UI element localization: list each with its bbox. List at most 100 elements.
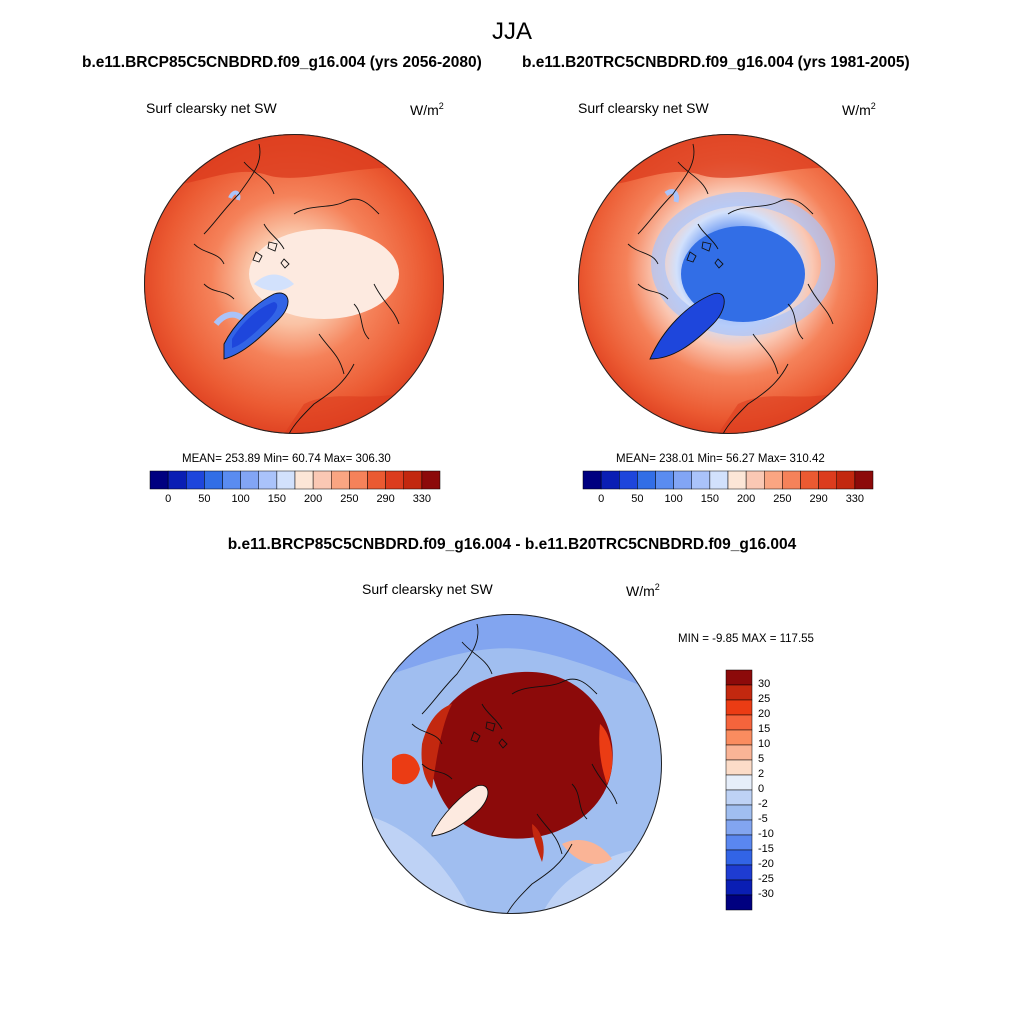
difference-stats: MIN = -9.85 MAX = 117.55 (678, 633, 814, 645)
panel-1-colorbar-swatch-13 (385, 470, 404, 490)
panel-2-colorbar-tick-label: 150 (700, 493, 720, 505)
panel-1-unit-exp: 2 (438, 101, 444, 111)
panel-2-colorbar-swatch-10 (764, 470, 783, 490)
difference-polar-map (362, 614, 662, 914)
panel-2-colorbar-swatch-14 (836, 470, 856, 490)
difference-colorbar-tick-label: -2 (758, 798, 768, 810)
difference-colorbar-swatch-15 (725, 894, 753, 911)
panel-1-colorbar-tick-label: 50 (198, 493, 211, 505)
panel-2-colorbar-swatch-4 (655, 470, 674, 490)
panel-1-colorbar-tick-label: 290 (376, 493, 395, 505)
panel-2-colorbar-swatch-5 (673, 470, 692, 490)
panel-2-colorbar-swatch-2 (619, 470, 638, 490)
difference-colorbar-swatch-8 (725, 789, 753, 806)
difference-colorbar-tick-label: 30 (758, 678, 771, 690)
panel-1-colorbar (149, 470, 441, 490)
difference-colorbar-swatch-11 (725, 834, 753, 851)
panel-2-colorbar-tick-label: 330 (845, 493, 865, 505)
panel-2-polar-map (578, 134, 878, 434)
difference-colorbar-tick-label: 2 (758, 768, 765, 780)
panel-1-colorbar-swatch-3 (204, 470, 223, 490)
difference-colorbar-labels: 30 25 20 15 10 5 2 0 -2 -5 -10 -15 -20 -25 -30 (758, 670, 798, 910)
difference-colorbar-swatch-7 (725, 774, 753, 791)
panel-2-unit-label: W/m2 (842, 101, 876, 118)
panel-1-colorbar-swatch-8 (294, 470, 314, 490)
panel-1-stats: MEAN= 253.89 Min= 60.74 Max= 306.30 (182, 453, 391, 465)
difference-colorbar-swatch-1 (725, 684, 753, 701)
difference-colorbar-swatch-5 (725, 744, 753, 761)
panel-1-colorbar-tick-label: 0 (165, 493, 172, 505)
difference-unit-base: W/m (626, 583, 655, 599)
difference-colorbar-tick-label: 20 (758, 708, 771, 720)
difference-colorbar-swatch-13 (725, 864, 753, 881)
panel-2-colorbar-swatch-15 (854, 470, 874, 490)
difference-colorbar (725, 669, 753, 911)
difference-colorbar-swatch-3 (725, 714, 753, 731)
difference-colorbar-tick-label: -20 (758, 858, 774, 870)
panel-1-unit-base: W/m (410, 102, 439, 118)
panel-1-colorbar-swatch-15 (421, 470, 441, 490)
panel-1-colorbar-swatch-0 (149, 470, 169, 490)
panel-2-colorbar-swatch-6 (691, 470, 711, 490)
panel-2-stats: MEAN= 238.01 Min= 56.27 Max= 310.42 (616, 453, 825, 465)
panel-1-colorbar-swatch-1 (167, 470, 187, 490)
panel-1-colorbar-swatch-14 (403, 470, 423, 490)
difference-colorbar-tick-label: -5 (758, 813, 768, 825)
difference-colorbar-swatch-12 (725, 849, 753, 866)
difference-colorbar-tick-label: 25 (758, 693, 771, 705)
difference-unit-label: W/m2 (626, 582, 660, 599)
panel-1-case-title: b.e11.BRCP85C5CNBDRD.f09_g16.004 (yrs 20… (82, 54, 482, 71)
panel-2-colorbar-swatch-12 (800, 470, 819, 490)
panel-2-colorbar (582, 470, 874, 490)
difference-colorbar-swatch-0 (725, 669, 753, 686)
panel-2-colorbar-tick-label: 0 (598, 493, 605, 505)
difference-colorbar-swatch-6 (725, 759, 753, 776)
panel-2-colorbar-tick-label: 250 (773, 493, 792, 505)
panel-1-colorbar-tick-label: 250 (340, 493, 359, 505)
difference-colorbar-swatch-2 (725, 699, 753, 716)
difference-variable-label: Surf clearsky net SW (362, 581, 493, 597)
panel-1-colorbar-swatch-9 (312, 470, 332, 490)
panel-2-colorbar-tick-label: 50 (631, 493, 644, 505)
panel-2-colorbar-tick-label: 200 (736, 493, 756, 505)
panel-1-colorbar-tick-label: 200 (303, 493, 323, 505)
panel-1-colorbar-swatch-10 (331, 470, 350, 490)
panel-1-colorbar-swatch-12 (367, 470, 386, 490)
panel-2-colorbar-swatch-7 (709, 470, 729, 490)
panel-2-case-title: b.e11.B20TRC5CNBDRD.f09_g16.004 (yrs 198… (522, 54, 910, 71)
panel-2-colorbar-swatch-1 (600, 470, 620, 490)
difference-colorbar-tick-label: 5 (758, 753, 765, 765)
panel-2-colorbar-swatch-0 (582, 470, 602, 490)
difference-unit-exp: 2 (654, 582, 660, 592)
panel-1-variable-label: Surf clearsky net SW (146, 100, 277, 116)
difference-colorbar-tick-label: 0 (758, 783, 765, 795)
panel-1-colorbar-labels: 0 50 100 150 200 250 290 330 (150, 493, 440, 507)
panel-2-unit-exp: 2 (870, 101, 876, 111)
difference-title: b.e11.BRCP85C5CNBDRD.f09_g16.004 - b.e11… (227, 536, 797, 553)
difference-colorbar-tick-label: -30 (758, 888, 774, 900)
difference-colorbar-swatch-10 (725, 819, 753, 836)
panel-2-unit-base: W/m (842, 102, 871, 118)
difference-colorbar-tick-label: 15 (758, 723, 771, 735)
panel-1-colorbar-tick-label: 330 (412, 493, 432, 505)
panel-2-colorbar-swatch-9 (745, 470, 765, 490)
panel-2-colorbar-swatch-11 (782, 470, 801, 490)
panel-1-colorbar-swatch-5 (240, 470, 259, 490)
difference-colorbar-swatch-4 (725, 729, 753, 746)
panel-2-colorbar-tick-label: 290 (809, 493, 828, 505)
difference-colorbar-swatch-14 (725, 879, 753, 896)
panel-1-colorbar-swatch-7 (276, 470, 296, 490)
panel-2-colorbar-swatch-13 (818, 470, 837, 490)
difference-colorbar-tick-label: -15 (758, 843, 774, 855)
panel-2-variable-label: Surf clearsky net SW (578, 100, 709, 116)
panel-1-colorbar-tick-label: 150 (267, 493, 287, 505)
panel-1-colorbar-tick-label: 100 (231, 493, 250, 505)
panel-2-colorbar-tick-label: 100 (664, 493, 683, 505)
difference-colorbar-tick-label: -10 (758, 828, 774, 840)
difference-colorbar-swatch-9 (725, 804, 753, 821)
panel-1-colorbar-swatch-6 (258, 470, 278, 490)
panel-1-colorbar-swatch-4 (222, 470, 241, 490)
panel-2-colorbar-labels: 0 50 100 150 200 250 290 330 (583, 493, 873, 507)
panel-1-colorbar-swatch-2 (186, 470, 205, 490)
panel-2-colorbar-swatch-8 (727, 470, 747, 490)
